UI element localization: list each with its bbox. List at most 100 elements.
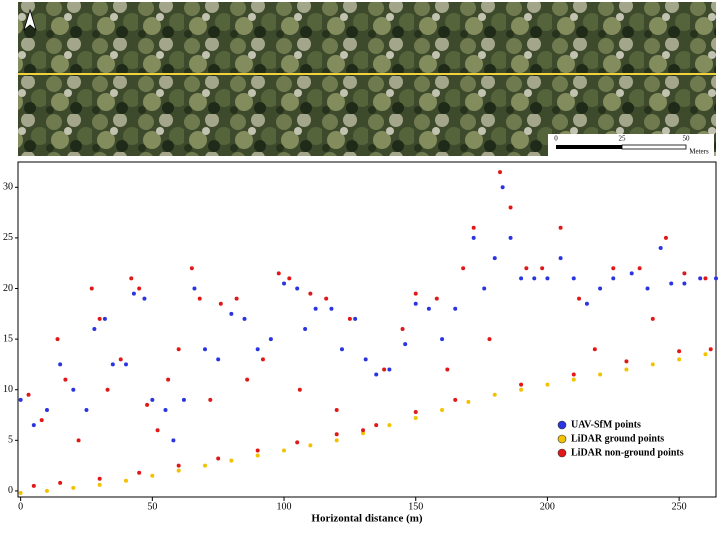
point: [339, 347, 344, 352]
point: [31, 423, 36, 428]
point: [203, 347, 208, 352]
point: [97, 476, 102, 481]
point: [145, 402, 150, 407]
point: [703, 352, 708, 357]
point: [229, 458, 234, 463]
point: [440, 337, 445, 342]
point: [453, 397, 458, 402]
point: [192, 286, 197, 291]
point: [329, 306, 334, 311]
x-tick-label: 200: [540, 501, 555, 512]
point: [540, 266, 545, 271]
point: [500, 185, 505, 190]
point: [545, 276, 550, 281]
y-tick-label: 20: [3, 283, 13, 294]
north-arrow: [23, 8, 37, 32]
point: [571, 372, 576, 377]
point: [629, 271, 634, 276]
point: [334, 407, 339, 412]
point: [347, 316, 352, 321]
point: [324, 296, 329, 301]
point: [637, 266, 642, 271]
point: [682, 271, 687, 276]
point: [155, 428, 160, 433]
scale-bar: [556, 145, 622, 149]
legend-label: UAV-SfM points: [571, 419, 641, 430]
point: [89, 286, 94, 291]
point: [297, 387, 302, 392]
point: [374, 372, 379, 377]
point: [611, 276, 616, 281]
point: [97, 482, 102, 487]
point: [216, 456, 221, 461]
point: [71, 485, 76, 490]
point: [363, 357, 368, 362]
aerial-image: 0 25 50 Meters: [18, 2, 716, 156]
point: [413, 416, 418, 421]
point: [624, 359, 629, 364]
point: [374, 423, 379, 428]
point: [131, 291, 136, 296]
canopy-photo: [18, 2, 716, 156]
point: [471, 235, 476, 240]
point: [708, 347, 713, 352]
point: [176, 347, 181, 352]
point: [150, 397, 155, 402]
x-axis-label: Horizontal distance (m): [311, 513, 423, 525]
x-tick-label: 250: [672, 501, 687, 512]
point: [150, 473, 155, 478]
plot-frame: [17, 161, 717, 498]
scale-label: 50: [683, 135, 691, 143]
point: [413, 409, 418, 414]
legend-label: LiDAR ground points: [571, 433, 664, 444]
point: [498, 170, 503, 175]
y-tick-label: 0: [8, 485, 13, 496]
point: [142, 296, 147, 301]
point: [519, 382, 524, 387]
point: [44, 407, 49, 412]
point: [703, 276, 708, 281]
point: [353, 316, 358, 321]
point: [255, 347, 260, 352]
point: [453, 306, 458, 311]
y-tick-label: 10: [3, 384, 13, 395]
point: [76, 438, 81, 443]
point: [197, 296, 202, 301]
point: [577, 296, 582, 301]
point: [282, 281, 287, 286]
point: [508, 205, 513, 210]
y-tick-label: 30: [3, 182, 13, 193]
scale-bar: [621, 144, 687, 150]
point: [295, 440, 300, 445]
point: [714, 276, 718, 281]
point: [105, 387, 110, 392]
point: [650, 316, 655, 321]
legend-marker: [557, 420, 567, 430]
point: [31, 483, 36, 488]
point: [176, 468, 181, 473]
point: [163, 407, 168, 412]
point: [208, 397, 213, 402]
point: [558, 256, 563, 261]
point: [413, 291, 418, 296]
point: [295, 286, 300, 291]
point: [216, 357, 221, 362]
point: [18, 490, 23, 495]
point: [592, 347, 597, 352]
point: [181, 397, 186, 402]
y-tick-label: 15: [3, 333, 13, 344]
scale-label: 0: [554, 135, 558, 143]
legend-label: LiDAR non-ground points: [571, 447, 684, 458]
point: [282, 448, 287, 453]
point: [440, 407, 445, 412]
point: [84, 407, 89, 412]
point: [545, 382, 550, 387]
point: [361, 431, 366, 436]
point: [63, 377, 68, 382]
point: [361, 428, 366, 433]
scale-label: 25: [619, 135, 627, 143]
y-tick-label: 25: [3, 232, 13, 243]
point: [303, 326, 308, 331]
point: [532, 276, 537, 281]
point: [287, 276, 292, 281]
